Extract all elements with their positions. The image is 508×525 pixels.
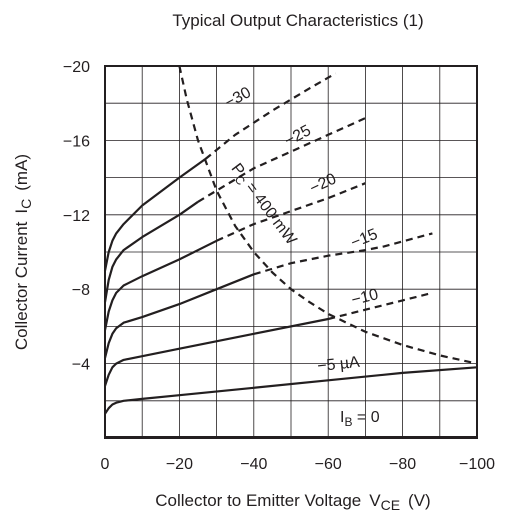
x-tick-label: −60 <box>315 456 342 473</box>
y-axis-label-subscript: C <box>18 199 34 209</box>
curve-line-dashed <box>327 291 433 321</box>
label-ib-10: −10 <box>350 286 381 309</box>
x-tick-label: −20 <box>166 456 193 473</box>
label-ib-30: −30 <box>222 84 254 112</box>
y-axis-label-text: Collector Current <box>12 221 31 350</box>
curve-line <box>103 239 218 331</box>
curve-line <box>103 273 255 359</box>
curve-line <box>103 317 329 387</box>
curve-line-dashed <box>204 72 337 160</box>
y-tick-labels: −4 −8 −12 −16 −20 <box>63 59 90 374</box>
y-tick-label: −4 <box>72 357 90 374</box>
y-axis-label-symbol: I <box>12 209 31 214</box>
y-axis-label: Collector Current IC (mA) <box>12 154 34 350</box>
x-axis-label-text: Collector to Emitter Voltage <box>155 491 361 510</box>
y-tick-label: −12 <box>63 208 90 225</box>
y-tick-label: −16 <box>63 133 90 150</box>
x-axis-label-symbol: V <box>369 491 381 510</box>
y-tick-label: −20 <box>63 59 90 76</box>
x-tick-labels: 0 −20 −40 −60 −80 −100 <box>101 456 496 473</box>
curve-line <box>103 200 199 303</box>
x-tick-label: −80 <box>389 456 416 473</box>
curve-line-dashed <box>197 117 366 203</box>
curve-line <box>103 158 207 271</box>
x-tick-label: −100 <box>459 456 495 473</box>
curve-line-dashed <box>178 65 478 365</box>
x-axis-label-unit: (V) <box>408 491 431 510</box>
grid <box>105 66 477 438</box>
x-axis-label: Collector to Emitter Voltage VCE (V) <box>155 491 430 513</box>
x-axis-label-subscript: CE <box>381 497 400 513</box>
x-tick-label: 0 <box>101 456 110 473</box>
plot-frame <box>104 65 478 439</box>
y-axis-label-unit: (mA) <box>12 154 31 191</box>
label-ib-25: −25 <box>282 122 314 150</box>
curve-line <box>104 366 478 415</box>
chart-title: Typical Output Characteristics (1) <box>172 11 423 30</box>
label-ib-20: −20 <box>307 170 339 197</box>
curve-line-dashed <box>216 182 366 242</box>
label-ib-zero: IB = 0 <box>340 409 380 429</box>
label-ib-5ua: −5 µA <box>316 354 360 375</box>
x-tick-label: −40 <box>240 456 267 473</box>
label-power-limit: PC = 400 mW <box>225 160 300 250</box>
y-tick-label: −8 <box>72 282 90 299</box>
